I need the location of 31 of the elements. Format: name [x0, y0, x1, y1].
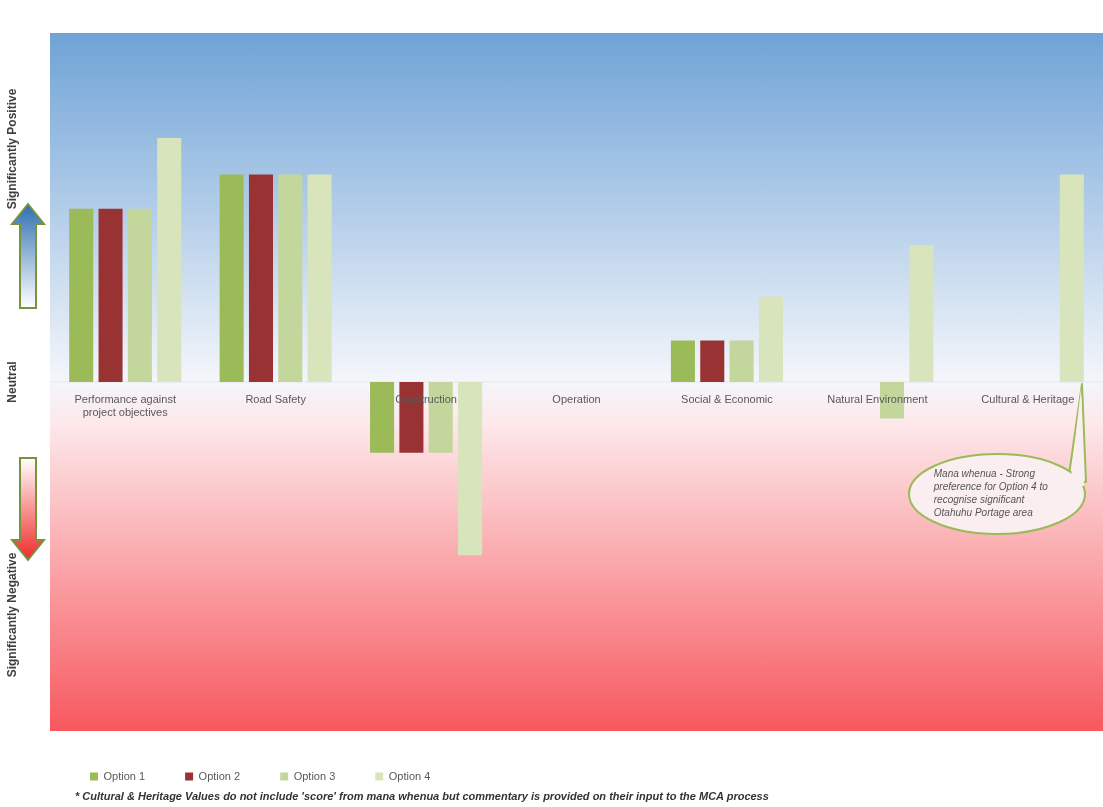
- annotation: Mana whenua - Strong preference for Option 4 to recognise significant Otahuhu Portage area: [933, 467, 1049, 519]
- x-tick-label: Natural Environment: [827, 392, 928, 405]
- bar: [670, 340, 695, 382]
- bar: [219, 174, 244, 382]
- x-tick-label: Operation: [552, 392, 601, 405]
- bar: [700, 340, 725, 382]
- bar: [69, 208, 94, 382]
- x-tick-label: Performance against project objectives: [74, 392, 176, 418]
- legend-label: Option 3: [293, 769, 336, 782]
- bar: [248, 174, 273, 382]
- bar: [307, 174, 332, 382]
- legend-label: Option 2: [198, 769, 241, 782]
- bar: [157, 137, 182, 382]
- bar: [278, 174, 303, 382]
- legend-label: Option 1: [103, 769, 146, 782]
- text: Neutral: [5, 361, 19, 403]
- bar: [909, 245, 934, 382]
- bar: [127, 208, 152, 382]
- text: Significantly Positive: [5, 88, 20, 210]
- bar: [98, 208, 123, 382]
- text: Significantly Negative: [5, 552, 20, 678]
- x-tick-label: Construction: [395, 392, 457, 405]
- bar: [458, 382, 483, 556]
- bar: [370, 382, 395, 453]
- x-tick-label: Cultural & Heritage: [981, 392, 1075, 405]
- legend-label: Option 4: [388, 769, 431, 782]
- x-tick-label: Social & Economic: [681, 392, 774, 405]
- bar: [729, 340, 754, 382]
- x-tick-label: Road Safety: [245, 392, 307, 405]
- bar: [758, 296, 783, 382]
- text: * Cultural & Heritage Values do not include 'score' from mana whenua but commentary is provided on their input to the MCA process: [75, 790, 769, 802]
